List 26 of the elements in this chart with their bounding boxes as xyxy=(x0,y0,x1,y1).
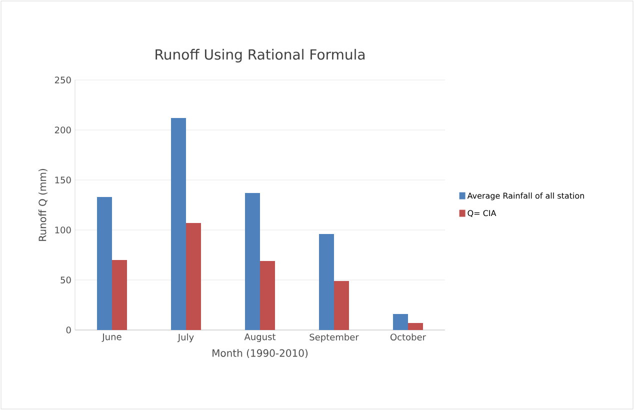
bar xyxy=(171,118,186,330)
y-tick-label: 200 xyxy=(54,126,71,134)
x-tick-label: September xyxy=(310,334,359,342)
y-tick-label: 50 xyxy=(60,276,71,284)
x-tick-label: October xyxy=(390,334,426,340)
legend-label: Average Rainfall of all station xyxy=(467,192,584,200)
y-tick-label: 250 xyxy=(54,76,71,84)
bar xyxy=(408,323,423,330)
bar xyxy=(393,314,408,330)
x-axis-title: Month (1990-2010) xyxy=(212,349,308,358)
chart-title: Runoff Using Rational Formula xyxy=(156,48,365,62)
bar xyxy=(334,281,349,330)
y-tick-label: 100 xyxy=(55,226,71,234)
bar xyxy=(319,234,334,330)
bar xyxy=(97,197,112,330)
y-tick-label: 0 xyxy=(66,326,71,334)
bar xyxy=(245,193,260,330)
bar xyxy=(112,260,128,330)
bar xyxy=(186,223,201,330)
bar xyxy=(260,261,275,330)
x-tick-label: June xyxy=(102,334,122,342)
y-tick-label: 150 xyxy=(55,176,71,184)
y-axis-title: Runoff Q (mm) xyxy=(38,169,48,241)
legend-label: Q= CIA xyxy=(468,210,496,218)
x-tick-label: July xyxy=(177,334,194,342)
x-tick-label: August xyxy=(244,334,276,342)
